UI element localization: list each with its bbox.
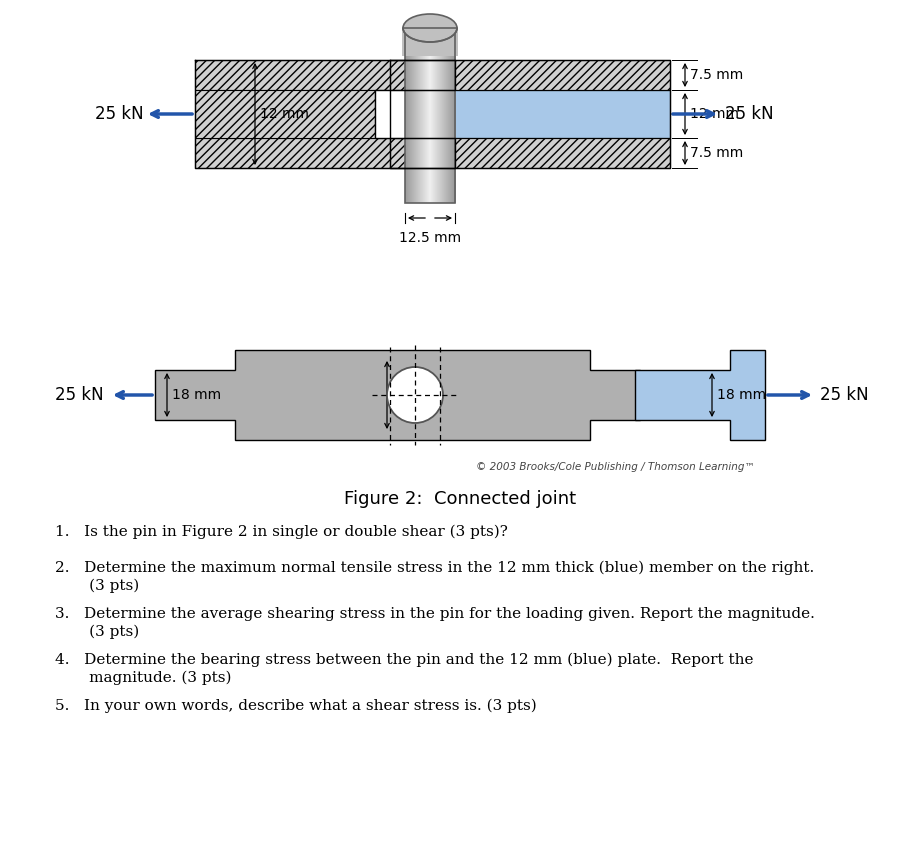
- Bar: [428, 30, 430, 203]
- Bar: [445, 30, 447, 203]
- Text: 7.5 mm: 7.5 mm: [690, 146, 743, 160]
- Text: (3 pts): (3 pts): [55, 579, 139, 593]
- Text: (3 pts): (3 pts): [55, 625, 139, 639]
- Circle shape: [387, 367, 443, 423]
- Bar: [411, 30, 413, 203]
- Bar: [433, 30, 435, 203]
- Bar: [441, 30, 443, 203]
- Bar: [195, 60, 455, 90]
- Bar: [375, 90, 455, 138]
- Text: 5.   In your own words, describe what a shear stress is. (3 pts): 5. In your own words, describe what a sh…: [55, 699, 537, 714]
- Bar: [405, 30, 407, 203]
- Text: 1.   Is the pin in Figure 2 in single or double shear (3 pts)?: 1. Is the pin in Figure 2 in single or d…: [55, 525, 507, 539]
- Bar: [431, 30, 433, 203]
- Bar: [195, 138, 455, 168]
- Bar: [450, 30, 452, 203]
- Bar: [453, 30, 455, 203]
- Bar: [424, 30, 426, 203]
- Bar: [390, 90, 670, 138]
- Text: 25 kN: 25 kN: [820, 386, 869, 404]
- Text: 25 mm: 25 mm: [392, 388, 441, 402]
- Text: 25 kN: 25 kN: [725, 105, 774, 123]
- Text: 12 mm: 12 mm: [690, 107, 739, 121]
- Bar: [443, 30, 445, 203]
- Bar: [440, 30, 442, 203]
- Bar: [420, 30, 422, 203]
- Bar: [412, 30, 414, 203]
- Bar: [390, 60, 670, 90]
- Text: 25 kN: 25 kN: [95, 105, 144, 123]
- Bar: [419, 30, 421, 203]
- Bar: [409, 30, 411, 203]
- Polygon shape: [155, 350, 640, 440]
- Bar: [406, 30, 408, 203]
- Bar: [454, 30, 456, 203]
- Bar: [442, 30, 444, 203]
- Bar: [423, 30, 425, 203]
- Text: 12.5 mm: 12.5 mm: [399, 231, 461, 245]
- Bar: [416, 30, 418, 203]
- Bar: [390, 138, 670, 168]
- Text: 12 mm: 12 mm: [260, 107, 309, 121]
- Bar: [426, 30, 427, 203]
- Bar: [418, 30, 420, 203]
- Text: 7.5 mm: 7.5 mm: [690, 68, 743, 82]
- Text: magnitude. (3 pts): magnitude. (3 pts): [55, 671, 231, 686]
- Bar: [408, 30, 410, 203]
- Bar: [446, 30, 448, 203]
- Bar: [438, 30, 440, 203]
- Bar: [195, 90, 375, 138]
- Polygon shape: [635, 350, 765, 440]
- Bar: [430, 30, 432, 203]
- Bar: [422, 30, 424, 203]
- Text: Figure 2:  Connected joint: Figure 2: Connected joint: [344, 490, 576, 508]
- Text: 25 kN: 25 kN: [55, 386, 104, 404]
- Bar: [434, 30, 436, 203]
- Bar: [421, 30, 423, 203]
- Bar: [427, 30, 429, 203]
- Text: 4.   Determine the bearing stress between the pin and the 12 mm (blue) plate.  R: 4. Determine the bearing stress between …: [55, 653, 753, 668]
- Bar: [425, 30, 426, 203]
- Bar: [410, 30, 412, 203]
- Bar: [451, 30, 453, 203]
- Bar: [452, 30, 454, 203]
- Text: 18 mm: 18 mm: [172, 388, 221, 402]
- Bar: [436, 30, 437, 203]
- Bar: [448, 30, 449, 203]
- Bar: [413, 30, 414, 203]
- Text: 3.   Determine the average shearing stress in the pin for the loading given. Rep: 3. Determine the average shearing stress…: [55, 607, 815, 621]
- Ellipse shape: [403, 14, 457, 42]
- Text: 18 mm: 18 mm: [717, 388, 766, 402]
- Bar: [429, 30, 431, 203]
- Text: 2.   Determine the maximum normal tensile stress in the 12 mm thick (blue) membe: 2. Determine the maximum normal tensile …: [55, 561, 814, 576]
- Bar: [432, 30, 434, 203]
- Bar: [449, 30, 450, 203]
- Bar: [439, 30, 441, 203]
- Bar: [414, 30, 415, 203]
- Bar: [447, 30, 449, 203]
- Bar: [435, 30, 437, 203]
- Bar: [415, 30, 417, 203]
- Bar: [444, 30, 446, 203]
- Bar: [437, 30, 438, 203]
- Bar: [402, 28, 458, 56]
- Bar: [417, 30, 419, 203]
- Bar: [407, 30, 409, 203]
- Text: © 2003 Brooks/Cole Publishing / Thomson Learning™: © 2003 Brooks/Cole Publishing / Thomson …: [476, 462, 755, 472]
- Bar: [405, 30, 455, 203]
